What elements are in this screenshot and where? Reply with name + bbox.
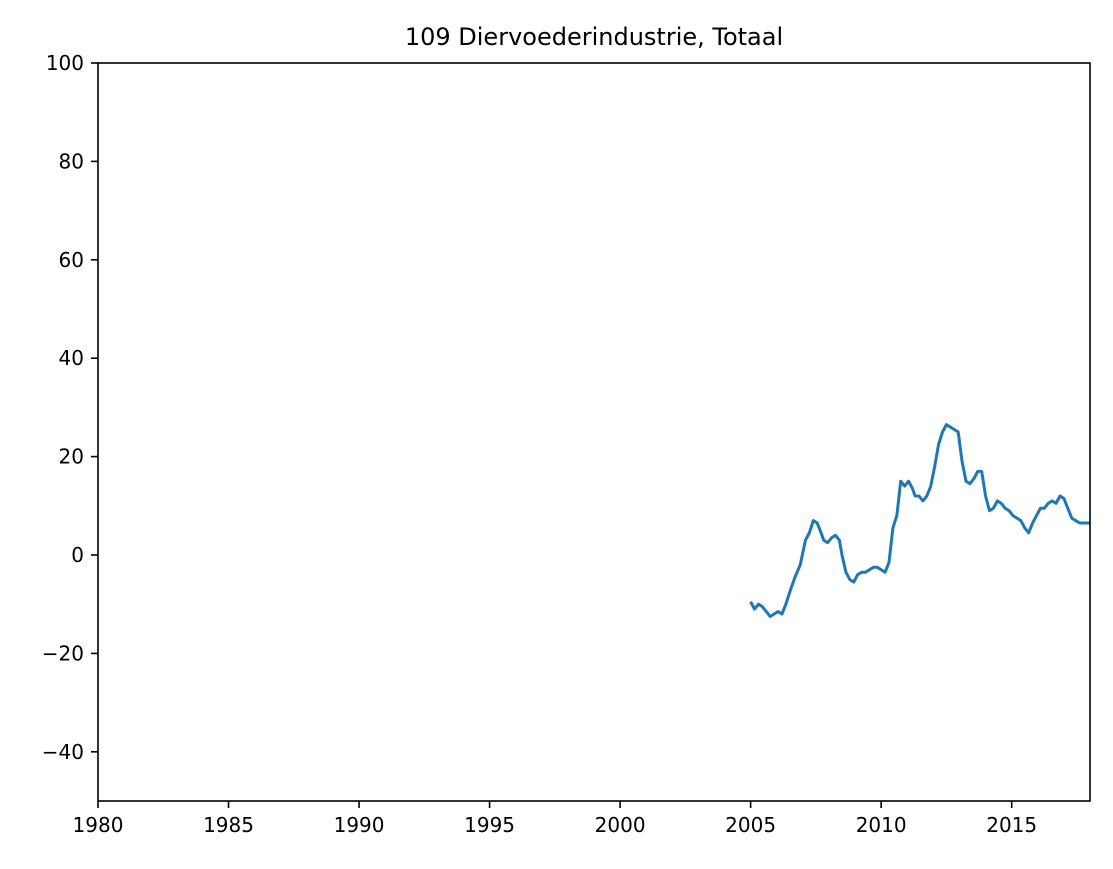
x-tick-label: 1980: [73, 813, 124, 837]
y-tick-label: 0: [71, 543, 84, 567]
y-tick-label: 60: [59, 248, 84, 272]
plot-area: [749, 423, 1090, 618]
x-tick-label: 1990: [334, 813, 385, 837]
x-tick-label: 2010: [856, 813, 907, 837]
y-tick-label: 40: [59, 346, 84, 370]
y-tick-label: 20: [59, 445, 84, 469]
y-tick-label: −20: [42, 641, 84, 665]
series-line-0: [749, 423, 1090, 618]
x-axis: 1980 1985 1990 1995 2000 2005 2010 2015: [73, 801, 1037, 837]
y-tick-label: −40: [42, 740, 84, 764]
y-tick-label: 80: [59, 149, 84, 173]
chart-title: 109 Diervoederindustrie, Totaal: [405, 23, 783, 51]
y-tick-label: 100: [46, 51, 84, 75]
y-axis: −40 −20 0 20 40 60 80 100: [42, 51, 98, 764]
x-tick-label: 2005: [725, 813, 776, 837]
plot-frame: [97, 62, 1091, 802]
x-tick-label: 2000: [595, 813, 646, 837]
x-tick-label: 1995: [464, 813, 515, 837]
x-tick-label: 1985: [203, 813, 254, 837]
x-tick-label: 2015: [986, 813, 1037, 837]
